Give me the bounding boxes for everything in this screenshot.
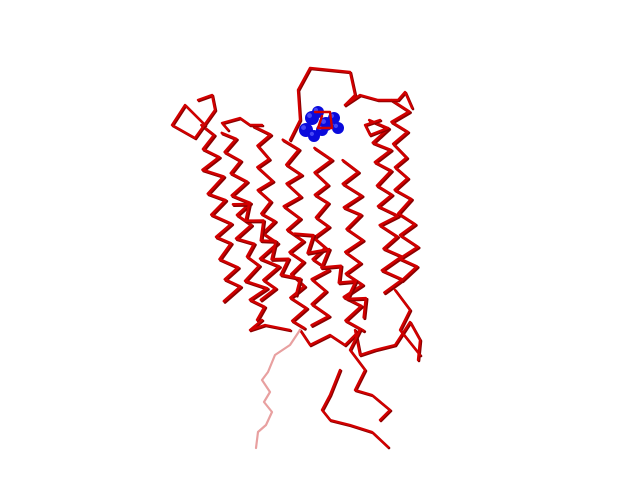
loop-10 (393, 288, 422, 357)
ligand-atom-highlight (333, 123, 338, 128)
loop-9 (320, 368, 390, 449)
loop-5 (248, 318, 292, 332)
helix-0 (200, 123, 242, 303)
loop-shadow-9 (321, 369, 391, 450)
backbone-trace (170, 66, 423, 450)
helix-6 (367, 118, 404, 294)
ligand-bond-overlay (313, 110, 334, 130)
loop-8 (348, 328, 392, 422)
tail-segment (254, 328, 302, 450)
helix-2 (251, 124, 281, 302)
ligand-atom (332, 122, 344, 134)
loop-1 (220, 116, 264, 132)
ligand-atom-highlight (307, 113, 312, 119)
loop-6 (298, 328, 362, 347)
helix-7 (390, 98, 420, 282)
ligand-atom-highlight (301, 125, 306, 130)
loop-7 (353, 320, 422, 362)
loop-0 (170, 93, 217, 140)
helix-1 (220, 131, 269, 322)
ligand-atom-highlight (309, 131, 314, 136)
helix-5 (341, 158, 365, 332)
loop-3 (343, 90, 414, 110)
helix-9 (293, 232, 368, 319)
ligand-atom-highlight (321, 119, 326, 125)
helix-shadow-1 (221, 132, 270, 323)
helix-8 (231, 202, 302, 297)
disordered-tail (254, 328, 302, 450)
ligand-spheres (299, 106, 344, 142)
loop-2 (288, 66, 357, 142)
loop-4 (363, 118, 390, 137)
